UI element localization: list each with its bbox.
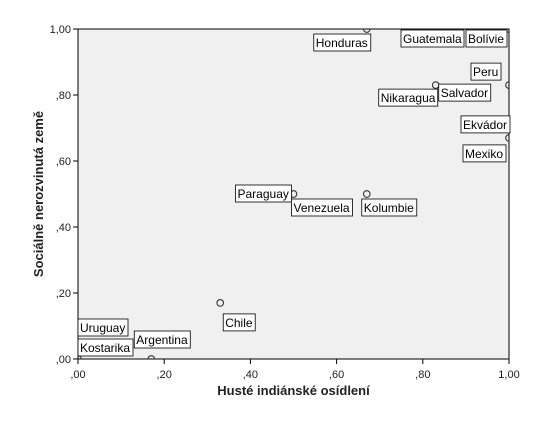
svg-text:Uruguay: Uruguay [80, 321, 125, 335]
point-label: Honduras [313, 33, 372, 52]
point-label: Paraguay [235, 184, 292, 203]
point-labels: Honduras Guatemala Bolívie Peru Nikaragua Sal… [77, 29, 511, 357]
data-point [505, 29, 509, 33]
data-point [505, 134, 509, 142]
svg-text:Kostarika: Kostarika [80, 341, 130, 355]
svg-text:Argentina: Argentina [136, 333, 188, 347]
data-point [147, 355, 156, 359]
x-tick-label: ,40 [243, 369, 258, 381]
svg-text:Peru: Peru [473, 65, 498, 79]
svg-text:Mexiko: Mexiko [465, 147, 503, 161]
y-tick-label: ,20 [56, 288, 71, 300]
plot-area [77, 28, 510, 360]
x-tick-label: ,80 [415, 369, 430, 381]
x-tick-label: ,60 [329, 369, 344, 381]
point-label: Guatemala [400, 29, 465, 48]
svg-text:Bolívie: Bolívie [468, 32, 504, 46]
y-tick-label: ,00 [56, 354, 71, 366]
point-label: Venezuela [291, 198, 353, 217]
svg-text:Kolumbie: Kolumbie [364, 201, 414, 215]
point-label: Uruguay [77, 318, 129, 337]
point-label: Mexiko [462, 144, 507, 163]
point-label: Peru [470, 62, 502, 81]
svg-text:Guatemala: Guatemala [403, 32, 462, 46]
data-point [362, 190, 371, 198]
axis-ticks: ,00 ,20 ,40 ,60 ,80 1,00 ,00 ,20 ,40 ,60 ,80 1,00 [50, 24, 520, 381]
svg-text:Honduras: Honduras [316, 36, 368, 50]
data-point [216, 299, 225, 307]
y-tick-label: ,40 [56, 222, 71, 234]
y-axis-title: Sociálně nerozvinutá země [31, 111, 46, 277]
point-label: Nikaragua [378, 88, 439, 107]
y-tick-label: ,60 [56, 156, 71, 168]
data-points [78, 29, 509, 359]
svg-text:Chile: Chile [225, 316, 253, 330]
point-label: Kolumbie [361, 198, 418, 217]
svg-text:Venezuela: Venezuela [294, 201, 350, 215]
x-tick-label: 1,00 [498, 369, 519, 381]
point-label: Ekvádor [460, 115, 511, 134]
svg-text:Nikaragua: Nikaragua [381, 91, 436, 105]
x-tick-label: ,00 [70, 369, 85, 381]
y-tick-label: ,80 [56, 90, 71, 102]
point-label: Argentina [133, 330, 191, 349]
data-point [505, 81, 509, 89]
svg-text:Ekvádor: Ekvádor [463, 118, 507, 132]
data-point [362, 29, 371, 33]
x-tick-label: ,20 [157, 369, 172, 381]
svg-text:Paraguay: Paraguay [238, 187, 289, 201]
point-label: Chile [222, 313, 256, 332]
point-label: Bolívie [465, 29, 508, 48]
y-tick-label: 1,00 [50, 24, 71, 36]
svg-text:Salvador: Salvador [441, 86, 488, 100]
point-label: Kostarika [77, 338, 134, 357]
point-label: Salvador [438, 83, 492, 102]
x-axis-title: Husté indiánské osídlení [217, 383, 370, 398]
